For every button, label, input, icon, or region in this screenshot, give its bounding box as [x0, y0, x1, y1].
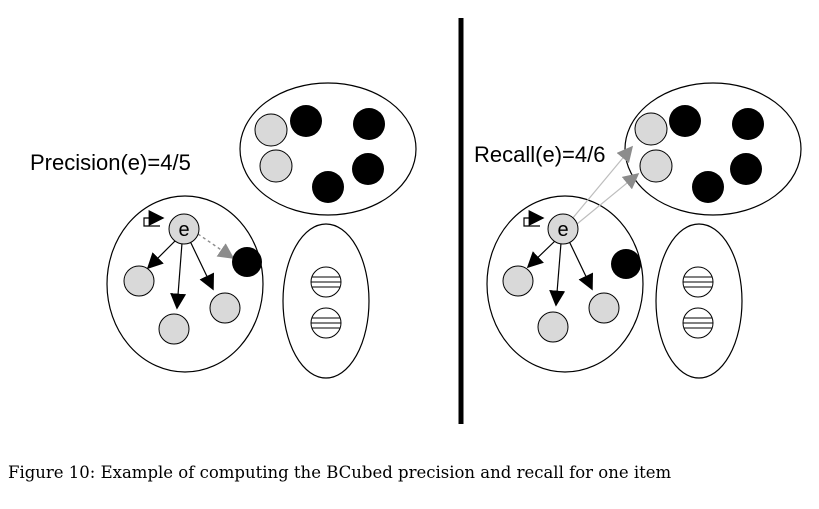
- self-arrow: [523, 210, 545, 227]
- gray-item: [537, 311, 569, 343]
- gray-item: [158, 313, 190, 345]
- arrow-to-item: [189, 240, 214, 291]
- self-arrow: [143, 210, 165, 227]
- recall-label: Recall(e)=4/6: [474, 142, 605, 167]
- gray-item: [259, 149, 293, 183]
- arrow-to-item: [170, 242, 187, 310]
- focus-item-e: [168, 213, 200, 245]
- cluster-striped: [282, 223, 370, 379]
- precision-label: Precision(e)=4/5: [30, 150, 191, 175]
- striped-item: [682, 266, 714, 298]
- black-item: [232, 247, 262, 277]
- striped-item: [310, 307, 342, 339]
- arrow-to-item: [526, 239, 557, 269]
- black-item: [730, 153, 762, 185]
- arrow-to-item-other-cluster: [576, 172, 640, 225]
- gray-item: [209, 292, 241, 324]
- cluster-striped: [655, 223, 743, 379]
- arrow-to-item: [146, 239, 177, 270]
- black-item: [732, 108, 764, 140]
- black-item: [353, 108, 385, 140]
- arrow-to-black-item: [197, 233, 235, 259]
- focus-item-e: [547, 213, 579, 245]
- focus-item-label: e: [178, 219, 189, 241]
- black-item: [692, 171, 724, 203]
- arrow-to-item: [549, 242, 566, 307]
- gray-item: [639, 149, 673, 183]
- left-panel: Precision(e)=4/5 e: [30, 82, 417, 379]
- cluster-of-e: [486, 195, 644, 373]
- gray-item: [502, 265, 534, 297]
- cluster-of-e: [106, 195, 264, 373]
- black-item: [669, 105, 701, 137]
- black-item: [611, 249, 641, 279]
- gray-item: [254, 113, 288, 147]
- right-panel: Recall(e)=4/6 e: [474, 82, 802, 379]
- black-item: [290, 105, 322, 137]
- gray-item: [634, 112, 668, 146]
- cluster-top: [239, 82, 417, 216]
- striped-item: [682, 307, 714, 339]
- gray-item: [588, 292, 620, 324]
- black-item: [352, 153, 384, 185]
- black-item: [312, 171, 344, 203]
- arrow-to-item: [568, 240, 593, 291]
- striped-item: [310, 266, 342, 298]
- focus-item-label: e: [557, 219, 568, 241]
- arrow-to-item-other-cluster: [571, 145, 634, 220]
- gray-item: [123, 265, 155, 297]
- figure-caption: Figure 10: Example of computing the BCub…: [8, 463, 672, 482]
